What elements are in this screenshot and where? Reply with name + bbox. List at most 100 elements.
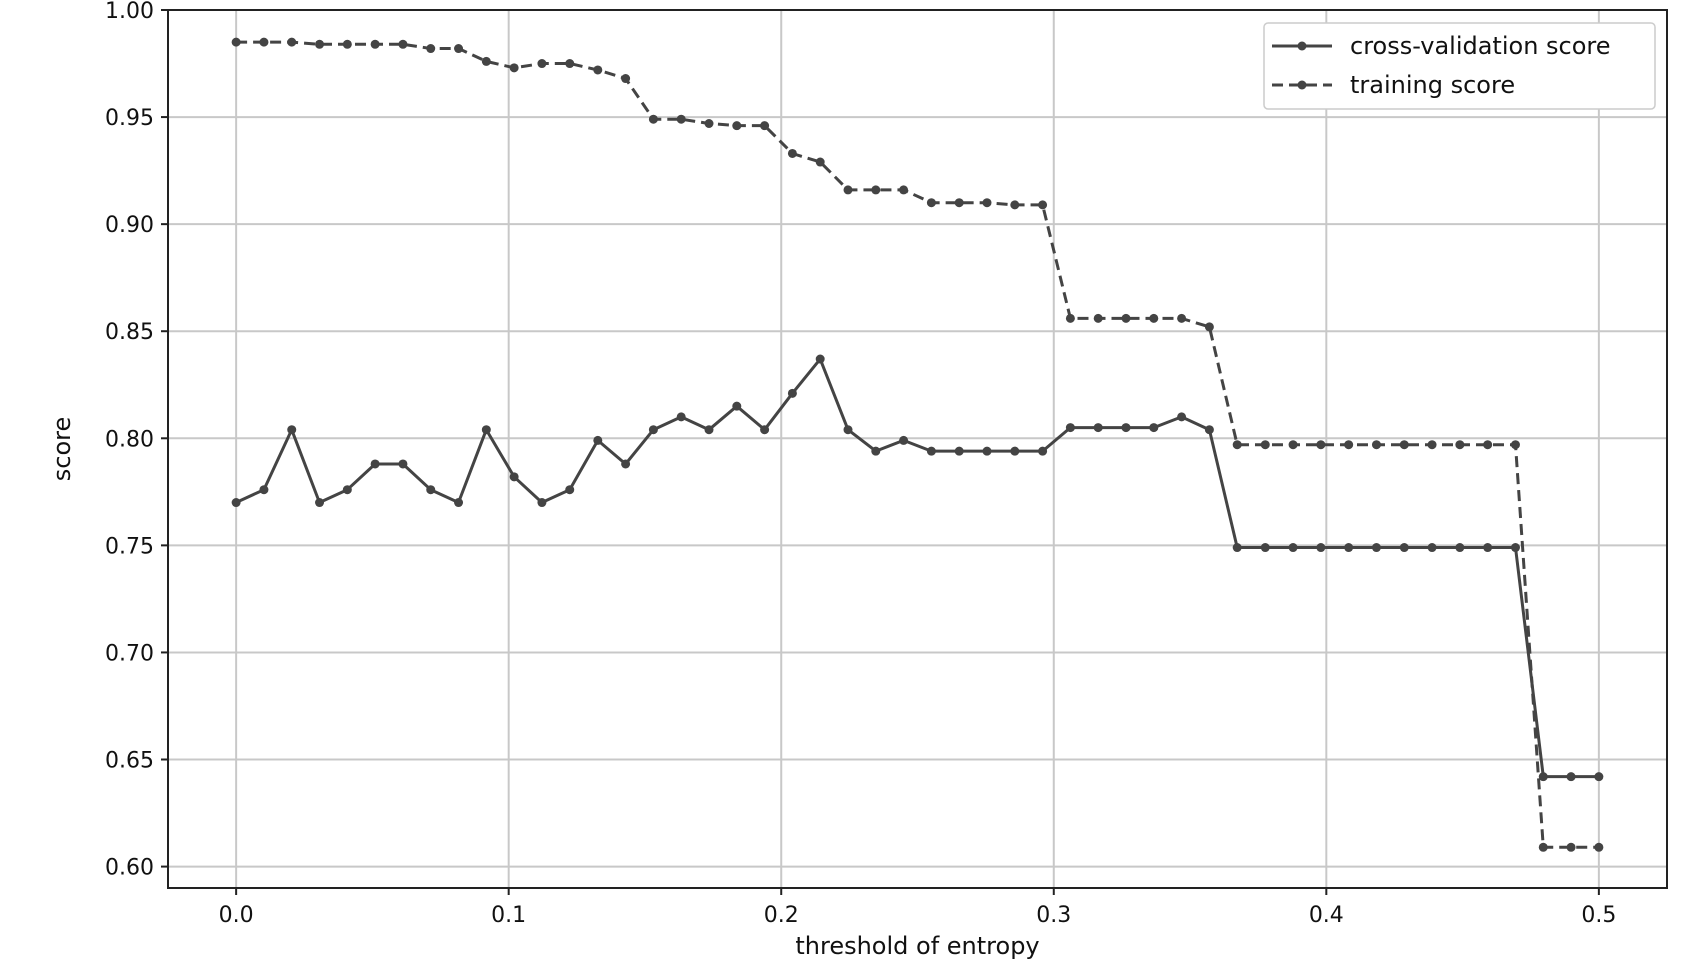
data-point-cross-validation	[676, 412, 686, 422]
data-point-cross-validation	[1065, 423, 1075, 433]
data-point-training	[1427, 440, 1437, 450]
data-point-training	[1038, 200, 1048, 210]
data-point-cross-validation	[871, 446, 881, 456]
data-point-training	[1093, 313, 1103, 323]
data-point-cross-validation	[760, 425, 770, 435]
data-point-training	[815, 157, 825, 167]
y-tick-label: 0.80	[105, 427, 154, 452]
data-point-cross-validation	[1121, 423, 1131, 433]
data-point-training	[1149, 313, 1159, 323]
data-point-training	[454, 44, 464, 54]
data-point-cross-validation	[1204, 425, 1214, 435]
y-tick-label: 0.70	[105, 641, 154, 666]
data-point-cross-validation	[982, 446, 992, 456]
data-point-cross-validation	[1316, 543, 1326, 553]
data-point-cross-validation	[342, 485, 352, 495]
grid	[168, 9, 1667, 888]
data-point-training	[982, 198, 992, 208]
data-point-cross-validation	[1344, 543, 1354, 553]
data-point-training	[1594, 842, 1604, 852]
data-point-cross-validation	[1427, 543, 1437, 553]
legend-label-training: training score	[1350, 71, 1515, 99]
y-tick-label: 0.60	[105, 856, 154, 881]
data-point-training	[231, 37, 241, 47]
data-point-training	[1510, 440, 1520, 450]
y-tick-label: 1.00	[105, 0, 154, 24]
data-point-training	[1232, 440, 1242, 450]
x-axis-label: threshold of entropy	[795, 932, 1039, 960]
data-point-cross-validation	[1038, 446, 1048, 456]
y-tick-label: 0.90	[105, 213, 154, 238]
data-point-cross-validation	[787, 388, 797, 398]
legend: cross-validation score training score	[1263, 22, 1656, 110]
data-point-training	[732, 121, 742, 131]
plot-frame	[167, 9, 1668, 889]
x-tick-label: 0.4	[1309, 903, 1344, 928]
data-point-training	[342, 39, 352, 49]
data-point-training	[537, 59, 547, 69]
data-point-cross-validation	[1594, 772, 1604, 782]
x-tick-label: 0.5	[1581, 903, 1616, 928]
data-point-training	[1121, 313, 1131, 323]
data-point-training	[287, 37, 297, 47]
data-point-cross-validation	[398, 459, 408, 469]
data-point-cross-validation	[1232, 543, 1242, 553]
data-point-cross-validation	[1288, 543, 1298, 553]
data-point-training	[1316, 440, 1326, 450]
data-point-training	[259, 37, 269, 47]
data-point-training	[1177, 313, 1187, 323]
data-point-training	[676, 114, 686, 124]
data-point-cross-validation	[1260, 543, 1270, 553]
data-point-training	[370, 39, 380, 49]
x-tick-label: 0.2	[764, 903, 799, 928]
data-point-cross-validation	[1538, 772, 1548, 782]
data-point-training	[1399, 440, 1409, 450]
data-point-cross-validation	[565, 485, 575, 495]
data-point-training	[954, 198, 964, 208]
data-point-training	[648, 114, 658, 124]
legend-label-cross-validation: cross-validation score	[1350, 32, 1611, 60]
data-point-cross-validation	[259, 485, 269, 495]
data-point-cross-validation	[926, 446, 936, 456]
data-point-training	[593, 65, 603, 75]
data-point-training	[704, 118, 714, 128]
data-point-cross-validation	[1399, 543, 1409, 553]
data-point-cross-validation	[1455, 543, 1465, 553]
data-point-training	[1538, 842, 1548, 852]
legend-marker-cross-validation	[1297, 41, 1307, 51]
data-point-training	[426, 44, 436, 54]
data-point-training	[787, 148, 797, 158]
data-point-training	[1065, 313, 1075, 323]
data-point-training	[843, 185, 853, 195]
data-point-cross-validation	[621, 459, 631, 469]
data-point-cross-validation	[1093, 423, 1103, 433]
data-point-training	[1483, 440, 1493, 450]
data-point-training	[1260, 440, 1270, 450]
data-point-cross-validation	[509, 472, 519, 482]
x-tick-label: 0.3	[1036, 903, 1071, 928]
y-tick-label: 0.85	[105, 320, 154, 345]
series-line-training	[236, 40, 1599, 849]
data-point-cross-validation	[899, 435, 909, 445]
data-point-cross-validation	[537, 498, 547, 508]
data-point-cross-validation	[1483, 543, 1493, 553]
tick-layer: 0.0 0.1 0.2 0.3 0.4 0.5 0.60 0.65 0.70 0.75 0.80 0.…	[105, 0, 1616, 928]
data-point-training	[1455, 440, 1465, 450]
data-point-training	[1010, 200, 1020, 210]
legend-marker-training	[1297, 80, 1307, 90]
data-point-cross-validation	[648, 425, 658, 435]
data-point-training	[1344, 440, 1354, 450]
data-point-cross-validation	[231, 498, 241, 508]
y-tick-label: 0.65	[105, 749, 154, 774]
data-point-training	[315, 39, 325, 49]
data-point-cross-validation	[1149, 423, 1159, 433]
data-point-training	[509, 63, 519, 73]
data-point-training	[1371, 440, 1381, 450]
data-point-cross-validation	[732, 401, 742, 411]
data-point-cross-validation	[704, 425, 714, 435]
x-tick-label: 0.1	[491, 903, 526, 928]
data-point-cross-validation	[426, 485, 436, 495]
data-point-cross-validation	[1010, 446, 1020, 456]
data-point-cross-validation	[843, 425, 853, 435]
